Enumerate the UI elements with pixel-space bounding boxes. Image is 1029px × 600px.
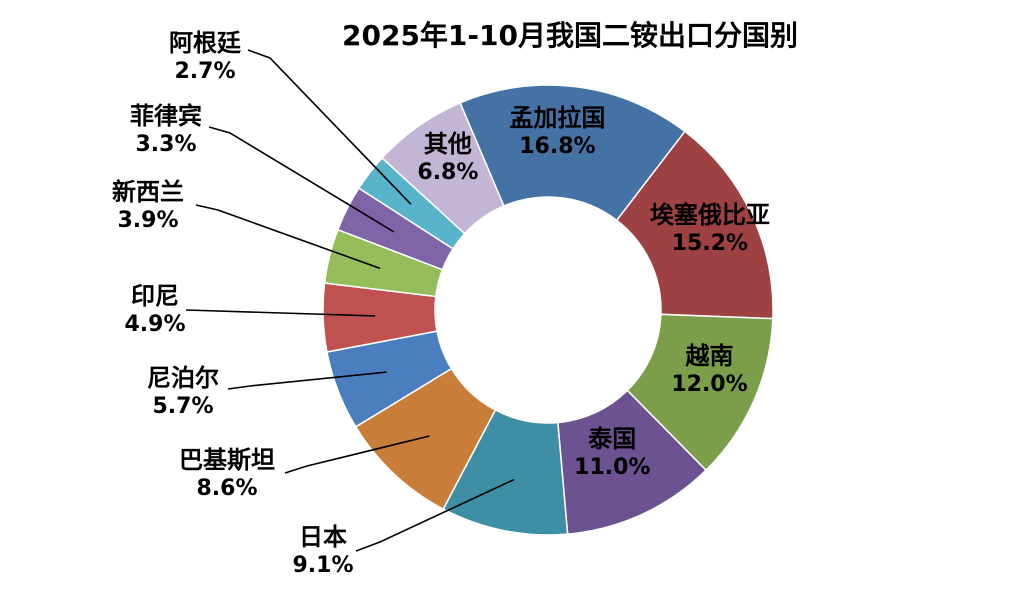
leader-line-6 — [227, 371, 387, 390]
leader-line-9 — [208, 126, 395, 233]
pie-slice-11 — [381, 101, 505, 235]
leader-line-4 — [355, 478, 515, 552]
chart-title: 2025年1-10月我国二铵出口分国别 — [342, 19, 798, 52]
leader-line-5 — [284, 435, 430, 474]
leader-line-7 — [185, 309, 376, 317]
pie-slice-1 — [615, 130, 774, 320]
leader-line-8 — [195, 204, 381, 270]
leader-line-10 — [247, 49, 412, 205]
pie-slice-0 — [459, 84, 686, 222]
